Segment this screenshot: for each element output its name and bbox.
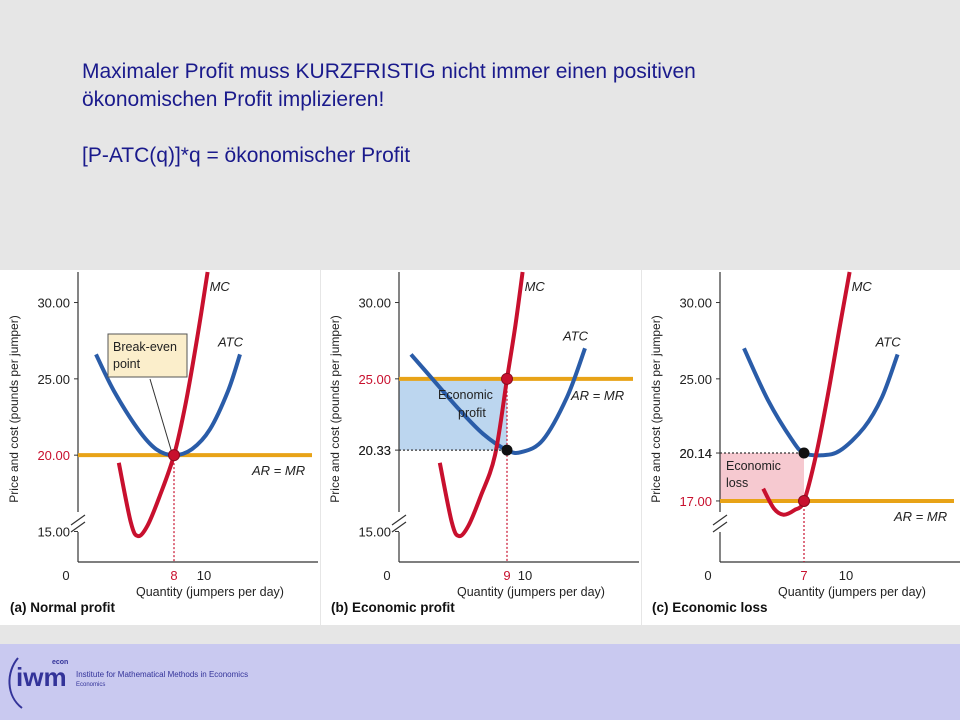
y-axis-label: Price and cost (pounds per jumper) bbox=[649, 315, 663, 502]
panel-economic-profit: 15.00 20.33 25.00 30.00 0 9 10 Price and cost (… bbox=[321, 270, 641, 625]
economic-loss-area bbox=[720, 453, 804, 501]
callout-text: point bbox=[113, 357, 141, 371]
callout-leader bbox=[149, 378, 173, 454]
iwm-logo: iwm econ bbox=[8, 657, 68, 709]
x-axis-label: Quantity (jumpers per day) bbox=[778, 585, 926, 599]
atc-curve bbox=[742, 347, 900, 458]
footer-bar: iwm econ Institute for Mathematical Meth… bbox=[0, 644, 960, 720]
institute-subline: Economics bbox=[76, 682, 106, 688]
axis-break-mark bbox=[70, 521, 86, 533]
y-tick-label: 20.33 bbox=[358, 443, 391, 458]
y-tick-label: 20.14 bbox=[679, 446, 712, 461]
panel-economic-loss: 17.00 20.14 25.00 30.00 0 7 10 Price and cost (… bbox=[642, 270, 960, 625]
y-tick-label: 20.00 bbox=[37, 448, 70, 463]
panel-label: (c) Economic loss bbox=[652, 600, 768, 615]
atc-at-quantity-point bbox=[501, 444, 513, 456]
axis-break-mark bbox=[712, 514, 728, 526]
x-tick-label: 9 bbox=[503, 568, 510, 583]
profit-max-point bbox=[798, 494, 810, 507]
y-tick-label: 30.00 bbox=[679, 296, 712, 311]
economic-profit-chart: 15.00 20.33 25.00 30.00 0 9 10 Price and cost (… bbox=[328, 271, 639, 615]
profit-area-label: Economic bbox=[438, 388, 493, 402]
callout-text: Break-even bbox=[113, 340, 177, 354]
mc-label: MC bbox=[852, 279, 873, 294]
panel-label: (b) Economic profit bbox=[331, 600, 455, 615]
x-axis-label: Quantity (jumpers per day) bbox=[457, 585, 605, 599]
loss-area-label: Economic bbox=[726, 459, 781, 473]
y-tick-label: 15.00 bbox=[358, 524, 391, 539]
x-tick-label: 10 bbox=[518, 568, 532, 583]
economic-loss-chart: 17.00 20.14 25.00 30.00 0 7 10 Price and cost (… bbox=[649, 271, 960, 615]
atc-label: ATC bbox=[562, 328, 589, 343]
institute-name: Institute for Mathematical Methods in Ec… bbox=[76, 670, 249, 679]
mc-label: MC bbox=[210, 279, 231, 294]
slide-title: Maximaler Profit muss KURZFRISTIG nicht … bbox=[82, 58, 942, 170]
y-tick-label: 25.00 bbox=[37, 372, 70, 387]
x-tick-label: 0 bbox=[383, 568, 390, 583]
axis-break-mark bbox=[391, 521, 407, 533]
x-tick-label: 8 bbox=[170, 568, 177, 583]
mc-label: MC bbox=[525, 279, 546, 294]
axis-break-mark bbox=[391, 514, 407, 526]
ar-mr-label: AR = MR bbox=[893, 509, 947, 524]
atc-label: ATC bbox=[217, 334, 244, 349]
x-tick-label: 10 bbox=[197, 568, 211, 583]
y-axis-label: Price and cost (pounds per jumper) bbox=[328, 315, 342, 502]
logo-econ: econ bbox=[52, 659, 68, 666]
y-axis-label: Price and cost (pounds per jumper) bbox=[7, 315, 21, 502]
normal-profit-chart: 15.00 20.00 25.00 30.00 0 8 10 Price and cost (… bbox=[7, 271, 318, 615]
y-tick-label: 20.14 bbox=[679, 446, 712, 461]
x-tick-label: 10 bbox=[839, 568, 853, 583]
x-axis-label: Quantity (jumpers per day) bbox=[136, 585, 284, 599]
break-even-point bbox=[168, 449, 180, 462]
atc-at-quantity-point bbox=[798, 447, 810, 459]
ar-mr-label: AR = MR bbox=[251, 463, 305, 478]
panel-label: (a) Normal profit bbox=[10, 600, 116, 615]
y-tick-label: 20.33 bbox=[358, 443, 391, 458]
profit-area-label: profit bbox=[458, 406, 486, 420]
x-tick-label: 0 bbox=[62, 568, 69, 583]
y-tick-label: 25.00 bbox=[679, 372, 712, 387]
logo-arc bbox=[8, 657, 23, 709]
mc-curve bbox=[116, 271, 210, 539]
y-tick-label: 25.00 bbox=[358, 372, 391, 387]
y-tick-label: 15.00 bbox=[37, 524, 70, 539]
break-even-callout bbox=[107, 333, 188, 378]
y-tick-label: 17.00 bbox=[679, 494, 712, 509]
profit-max-point bbox=[501, 372, 513, 385]
axis-break-mark bbox=[70, 514, 86, 526]
panel-normal-profit: 15.00 20.00 25.00 30.00 0 8 10 Price and cost (… bbox=[0, 270, 320, 625]
mc-curve bbox=[437, 271, 525, 539]
profit-formula: [P-ATC(q)]*q = ökonomischer Profit bbox=[82, 144, 411, 167]
ar-mr-label: AR = MR bbox=[570, 388, 624, 403]
y-tick-label: 30.00 bbox=[37, 296, 70, 311]
loss-area-label: loss bbox=[726, 476, 748, 490]
x-tick-label: 7 bbox=[800, 568, 807, 583]
y-tick-label: 30.00 bbox=[358, 296, 391, 311]
x-tick-label: 0 bbox=[704, 568, 711, 583]
title-line-2: ökonomischen Profit implizieren! bbox=[82, 88, 385, 111]
title-line-1: Maximaler Profit muss KURZFRISTIG nicht … bbox=[82, 60, 696, 83]
axis-break-mark bbox=[712, 521, 728, 533]
atc-label: ATC bbox=[875, 334, 902, 349]
logo-mark: iwm bbox=[16, 662, 67, 692]
